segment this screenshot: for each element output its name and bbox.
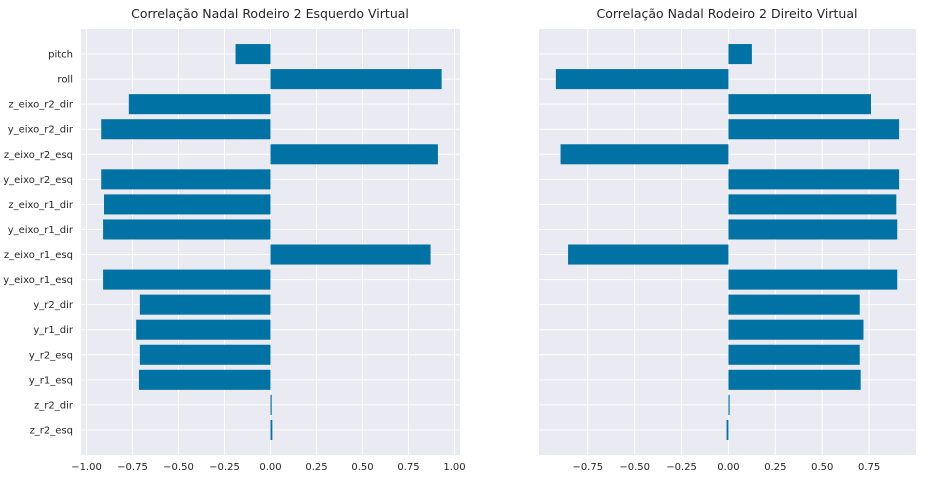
left-category-label: y_eixo_r1_dir [8, 225, 74, 236]
left-xtick-label: 0.25 [305, 462, 327, 473]
left-category-label: z_eixo_r2_dir [8, 100, 74, 111]
right-bar-roll [555, 69, 729, 90]
left-category-label: z_r2_esq [30, 425, 73, 436]
left-category-label: y_r1_dir [33, 325, 74, 336]
right-bar-y_r1_dir [728, 319, 864, 340]
left-bar-y_r1_dir [136, 319, 271, 340]
right-xtick-label: 0.50 [811, 462, 833, 473]
left-bar-y_eixo_r2_esq [101, 169, 271, 190]
right-bar-y_r1_esq [728, 369, 861, 390]
right-bar-z_r2_dir [728, 394, 730, 415]
left-bar-z_eixo_r2_esq [270, 144, 438, 165]
left-category-label: y_r2_dir [33, 300, 74, 311]
left-bar-pitch [235, 44, 271, 65]
right-bar-y_eixo_r1_esq [728, 269, 898, 290]
right-xtick-label: 0.75 [858, 462, 880, 473]
left-bar-z_r2_esq [270, 419, 273, 440]
left-bar-y_r2_dir [139, 294, 271, 315]
left-bar-z_eixo_r1_esq [270, 244, 431, 265]
chart-left: Correlação Nadal Rodeiro 2 Esquerdo Virt… [3, 6, 465, 473]
right-bar-pitch [728, 44, 752, 65]
right-xtick-label: 0.00 [717, 462, 739, 473]
left-xtick-label: −0.50 [163, 462, 194, 473]
left-bar-z_eixo_r1_dir [103, 194, 271, 215]
right-xtick-label: 0.25 [764, 462, 786, 473]
right-xtick-label: −0.25 [666, 462, 697, 473]
left-category-label: y_r1_esq [29, 375, 73, 386]
left-category-label: z_r2_dir [34, 400, 74, 411]
right-bar-y_eixo_r1_dir [728, 219, 898, 240]
left-bar-y_r2_esq [139, 344, 271, 365]
left-category-label: pitch [48, 50, 73, 61]
chart-right-title: Correlação Nadal Rodeiro 2 Direito Virtu… [597, 6, 858, 21]
left-category-label: y_eixo_r2_esq [3, 175, 73, 186]
left-category-label: roll [57, 75, 73, 86]
left-xtick-label: 0.50 [351, 462, 373, 473]
right-bar-z_eixo_r1_dir [728, 194, 897, 215]
right-bar-z_r2_esq [726, 419, 729, 440]
left-bar-y_eixo_r2_dir [101, 119, 271, 140]
right-bar-y_eixo_r2_dir [728, 119, 900, 140]
right-bar-y_r2_dir [728, 294, 860, 315]
left-bar-roll [270, 69, 442, 90]
left-bar-y_eixo_r1_esq [103, 269, 271, 290]
left-category-label: y_eixo_r1_esq [3, 275, 73, 286]
left-category-label: y_eixo_r2_dir [8, 125, 74, 136]
right-xtick-label: −0.50 [619, 462, 650, 473]
chart-left-title: Correlação Nadal Rodeiro 2 Esquerdo Virt… [131, 6, 409, 21]
right-bar-z_eixo_r2_esq [560, 144, 729, 165]
left-bar-z_r2_dir [270, 394, 272, 415]
left-bar-z_eixo_r2_dir [128, 94, 271, 115]
right-bar-y_r2_esq [728, 344, 860, 365]
left-xtick-label: −0.75 [117, 462, 148, 473]
left-xtick-label: 0.75 [397, 462, 419, 473]
right-xtick-label: −0.75 [572, 462, 603, 473]
left-category-label: z_eixo_r1_esq [4, 250, 73, 261]
left-bar-y_eixo_r1_dir [103, 219, 271, 240]
left-category-label: z_eixo_r1_dir [8, 200, 74, 211]
left-xtick-label: 0.00 [259, 462, 281, 473]
left-category-label: z_eixo_r2_esq [4, 150, 73, 161]
left-xtick-label: −0.25 [209, 462, 240, 473]
right-bar-z_eixo_r2_dir [728, 94, 871, 115]
right-bar-y_eixo_r2_esq [728, 169, 900, 190]
left-xtick-label: 1.00 [443, 462, 465, 473]
chart-right: Correlação Nadal Rodeiro 2 Direito Virtu… [539, 6, 916, 473]
left-category-label: y_r2_esq [29, 350, 73, 361]
left-bar-y_r1_esq [138, 369, 271, 390]
left-xtick-label: −1.00 [71, 462, 102, 473]
right-plot-area [539, 29, 916, 455]
right-bar-z_eixo_r1_esq [568, 244, 729, 265]
